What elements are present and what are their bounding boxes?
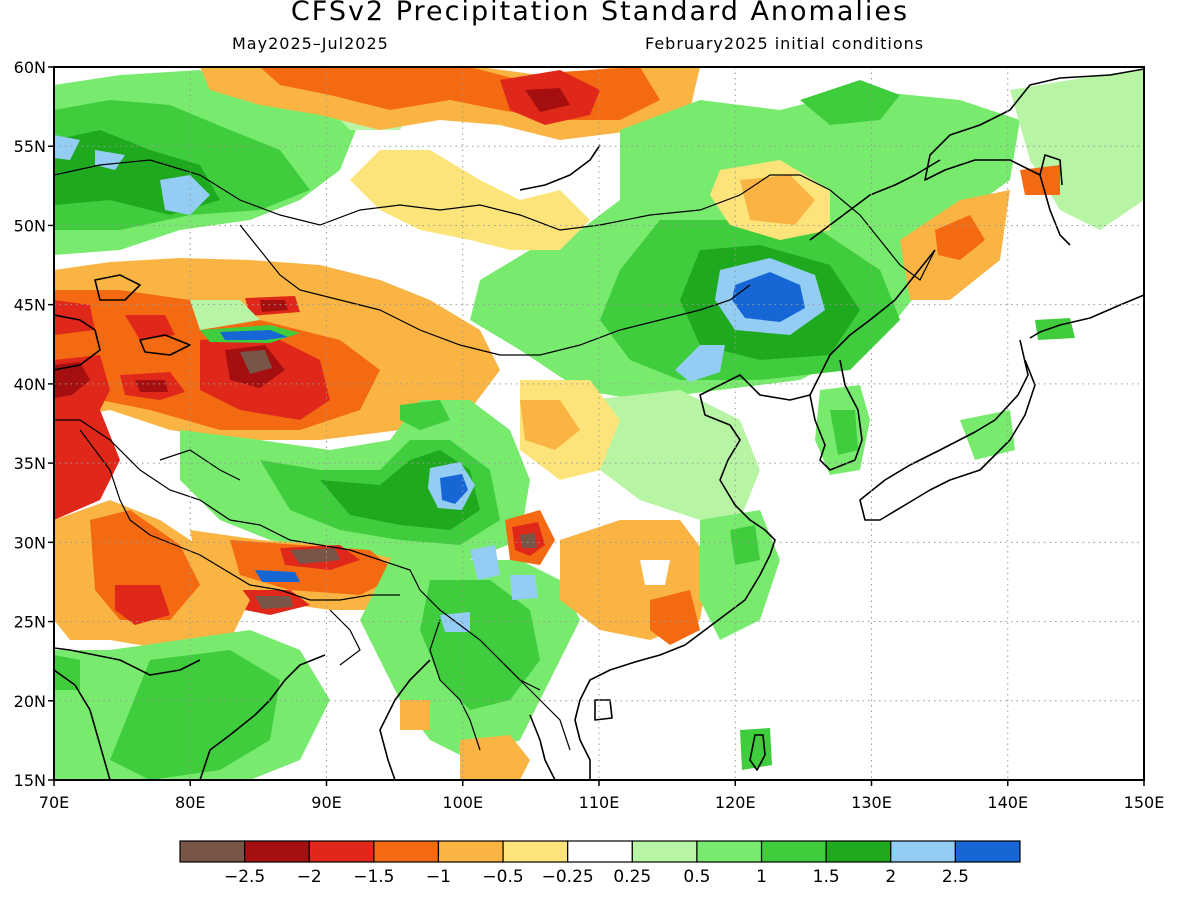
colorbar-label: −1: [426, 867, 451, 887]
initial-conditions: February2025 initial conditions: [645, 34, 925, 53]
colorbar: −2.5 −2 −1.5 −1 −0.5 −0.25 0.25 0.5 1 1.5 2 2.5: [179, 840, 1021, 887]
colorbar-label: 0.5: [683, 867, 710, 887]
colorbar-label: 0.25: [613, 867, 651, 887]
colorbar-label: 2: [885, 867, 896, 887]
gridlines: [54, 67, 1144, 780]
x-tick-label: 140E: [987, 793, 1028, 812]
colorbar-swatch: [437, 840, 504, 863]
colorbar-label: −0.25: [542, 867, 594, 887]
colorbar-swatch: [696, 840, 763, 863]
y-tick-label: 35N: [14, 454, 46, 473]
y-tick-label: 55N: [14, 137, 46, 156]
x-tick-label: 120E: [715, 793, 756, 812]
colorbar-swatch: [373, 840, 440, 863]
colorbar-label: 1.5: [813, 867, 840, 887]
y-tick-label: 50N: [14, 216, 46, 235]
y-tick-label: 30N: [14, 533, 46, 552]
x-tick-label: 130E: [851, 793, 892, 812]
country-borders: [54, 159, 936, 751]
colorbar-swatch: [567, 840, 633, 863]
colorbar-swatch: [954, 840, 1021, 863]
x-tick-label: 110E: [579, 793, 620, 812]
colorbar-swatch: [179, 840, 246, 863]
colorbar-label: 1: [756, 867, 767, 887]
y-tick-label: 60N: [14, 58, 46, 77]
x-tick-label: 100E: [442, 793, 483, 812]
y-tick-label: 15N: [14, 771, 46, 790]
colorbar-swatch: [760, 840, 827, 863]
forecast-period: May2025–Jul2025: [232, 34, 389, 53]
y-tick-label: 25N: [14, 613, 46, 632]
x-tick-label: 70E: [39, 793, 69, 812]
coastlines: [54, 68, 1144, 780]
colorbar-swatch: [244, 840, 310, 863]
colorbar-label: −2: [297, 867, 322, 887]
anomaly-field: [54, 67, 1144, 780]
x-tick-label: 80E: [175, 793, 205, 812]
colorbar-swatch: [825, 840, 892, 863]
x-tick-label: 90E: [311, 793, 341, 812]
x-tick-label: 150E: [1124, 793, 1165, 812]
colorbar-swatch: [308, 840, 375, 863]
map-title: CFSv2 Precipitation Standard Anomalies: [290, 0, 910, 27]
colorbar-label: 2.5: [942, 867, 969, 887]
y-tick-label: 45N: [14, 296, 46, 315]
colorbar-swatch: [631, 840, 698, 863]
colorbar-label: −2.5: [224, 867, 265, 887]
y-tick-label: 40N: [14, 375, 46, 394]
x-axis: 70E 80E 90E 100E 110E 120E 130E 140E 150E: [39, 780, 1165, 812]
colorbar-swatch: [502, 840, 569, 863]
y-axis: 15N 20N 25N 30N 35N 40N 45N 50N 55N 60N: [14, 58, 54, 790]
colorbar-label: −0.5: [482, 867, 523, 887]
colorbar-label: −1.5: [353, 867, 394, 887]
colorbar-swatch: [890, 840, 956, 863]
y-tick-label: 20N: [14, 692, 46, 711]
